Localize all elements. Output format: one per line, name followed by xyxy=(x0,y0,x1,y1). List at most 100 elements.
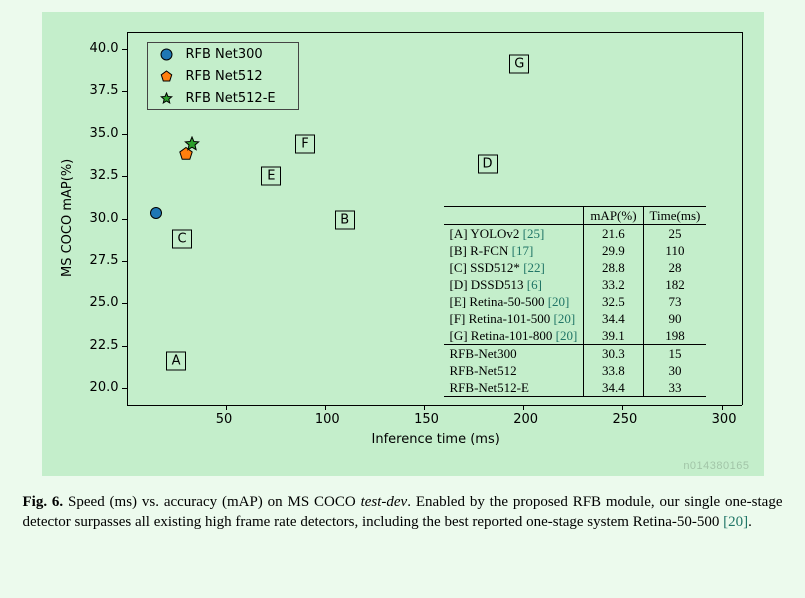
cell-name: [F] Retina-101-500 [20] xyxy=(444,310,584,327)
x-tick-label: 300 xyxy=(712,412,737,427)
cell-name: [E] Retina-50-500 [20] xyxy=(444,293,584,310)
cell-time: 90 xyxy=(643,310,706,327)
x-tick xyxy=(424,405,425,410)
legend-item: RFB Net512 xyxy=(148,65,298,87)
table-body-bottom: RFB-Net30030.315RFB-Net51233.830RFB-Net5… xyxy=(444,345,707,397)
citation-link: [20] xyxy=(556,328,578,343)
y-tick-label: 22.5 xyxy=(81,338,119,353)
cell-name: [D] DSSD513 [6] xyxy=(444,276,584,293)
cell-time: 73 xyxy=(643,293,706,310)
y-tick xyxy=(122,176,127,177)
x-tick xyxy=(226,405,227,410)
caption-cite: [20] xyxy=(723,514,748,530)
cell-map: 34.4 xyxy=(584,379,643,397)
table-header-row: mAP(%) Time(ms) xyxy=(444,207,707,225)
y-tick xyxy=(122,219,127,220)
citation-link: [17] xyxy=(512,243,534,258)
citation-link: [22] xyxy=(523,260,545,275)
cell-time: 33 xyxy=(643,379,706,397)
x-tick-label: 50 xyxy=(216,412,233,427)
chart-container: Inference time (ms) MS COCO mAP(%) RFB N… xyxy=(42,12,764,476)
y-tick-label: 20.0 xyxy=(81,380,119,395)
star-icon xyxy=(156,92,178,105)
table-row: [F] Retina-101-500 [20]34.490 xyxy=(444,310,707,327)
cell-map: 32.5 xyxy=(584,293,643,310)
caption-italic: test-dev xyxy=(361,494,408,510)
legend-item: RFB Net300 xyxy=(148,43,298,65)
cell-map: 30.3 xyxy=(584,345,643,363)
cell-time: 30 xyxy=(643,362,706,379)
cell-map: 29.9 xyxy=(584,242,643,259)
baseline-box-D: D xyxy=(478,155,498,174)
cell-name: [A] YOLOv2 [25] xyxy=(444,225,584,243)
citation-link: [25] xyxy=(523,226,545,241)
rfb-point xyxy=(184,136,200,152)
y-tick xyxy=(122,91,127,92)
circle-icon xyxy=(156,48,178,61)
caption-text-1: Speed (ms) vs. accuracy (mAP) on MS COCO xyxy=(63,494,360,510)
cell-map: 39.1 xyxy=(584,327,643,345)
cell-map: 33.2 xyxy=(584,276,643,293)
cell-name: RFB-Net512 xyxy=(444,362,584,379)
x-tick xyxy=(722,405,723,410)
right-spine xyxy=(742,32,743,405)
y-tick xyxy=(122,261,127,262)
rfb-point xyxy=(150,207,163,220)
y-tick xyxy=(122,134,127,135)
y-tick-label: 25.0 xyxy=(81,295,119,310)
table-row: [G] Retina-101-800 [20]39.1198 xyxy=(444,327,707,345)
citation-link: [20] xyxy=(553,311,575,326)
x-tick-label: 100 xyxy=(315,412,340,427)
table-row: [B] R-FCN [17]29.9110 xyxy=(444,242,707,259)
table-row: [E] Retina-50-500 [20]32.573 xyxy=(444,293,707,310)
pentagon-icon xyxy=(156,70,178,83)
legend-label: RFB Net512-E xyxy=(186,91,276,106)
cell-name: [G] Retina-101-800 [20] xyxy=(444,327,584,345)
cell-name: RFB-Net512-E xyxy=(444,379,584,397)
y-tick xyxy=(122,346,127,347)
baseline-box-F: F xyxy=(295,134,315,153)
cell-map: 33.8 xyxy=(584,362,643,379)
legend-label: RFB Net512 xyxy=(186,69,263,84)
x-tick-label: 250 xyxy=(612,412,637,427)
y-tick-label: 35.0 xyxy=(81,126,119,141)
cell-map: 34.4 xyxy=(584,310,643,327)
table-row: RFB-Net30030.315 xyxy=(444,345,707,363)
cell-time: 25 xyxy=(643,225,706,243)
legend: RFB Net300 RFB Net512 RFB Net512-E xyxy=(147,42,299,110)
table-row: RFB-Net51233.830 xyxy=(444,362,707,379)
y-tick xyxy=(122,388,127,389)
cell-map: 28.8 xyxy=(584,259,643,276)
watermark: n014380165 xyxy=(683,460,749,472)
caption-tail: . xyxy=(748,514,752,530)
cell-time: 28 xyxy=(643,259,706,276)
cell-name: [B] R-FCN [17] xyxy=(444,242,584,259)
legend-label: RFB Net300 xyxy=(186,47,263,62)
legend-item: RFB Net512-E xyxy=(148,87,298,109)
top-spine xyxy=(127,32,742,33)
table-row: RFB-Net512-E34.433 xyxy=(444,379,707,397)
table-row: [D] DSSD513 [6]33.2182 xyxy=(444,276,707,293)
y-tick-label: 37.5 xyxy=(81,83,119,98)
cell-name: RFB-Net300 xyxy=(444,345,584,363)
table-body-top: [A] YOLOv2 [25]21.625[B] R-FCN [17]29.91… xyxy=(444,225,707,345)
th-name xyxy=(444,207,584,225)
th-map: mAP(%) xyxy=(584,207,643,225)
methods-table: mAP(%) Time(ms) [A] YOLOv2 [25]21.625[B]… xyxy=(444,206,707,397)
citation-link: [20] xyxy=(548,294,570,309)
y-tick-label: 30.0 xyxy=(81,211,119,226)
figure-caption: Fig. 6. Speed (ms) vs. accuracy (mAP) on… xyxy=(23,492,783,533)
y-tick-label: 27.5 xyxy=(81,253,119,268)
x-tick xyxy=(325,405,326,410)
cell-time: 110 xyxy=(643,242,706,259)
baseline-box-A: A xyxy=(166,351,186,370)
caption-fignum: Fig. 6. xyxy=(23,494,64,510)
x-tick-label: 200 xyxy=(513,412,538,427)
y-axis-title: MS COCO mAP(%) xyxy=(60,159,75,277)
baseline-box-C: C xyxy=(172,229,192,248)
cell-time: 198 xyxy=(643,327,706,345)
y-tick xyxy=(122,49,127,50)
cell-name: [C] SSD512* [22] xyxy=(444,259,584,276)
cell-time: 15 xyxy=(643,345,706,363)
table-row: [C] SSD512* [22]28.828 xyxy=(444,259,707,276)
